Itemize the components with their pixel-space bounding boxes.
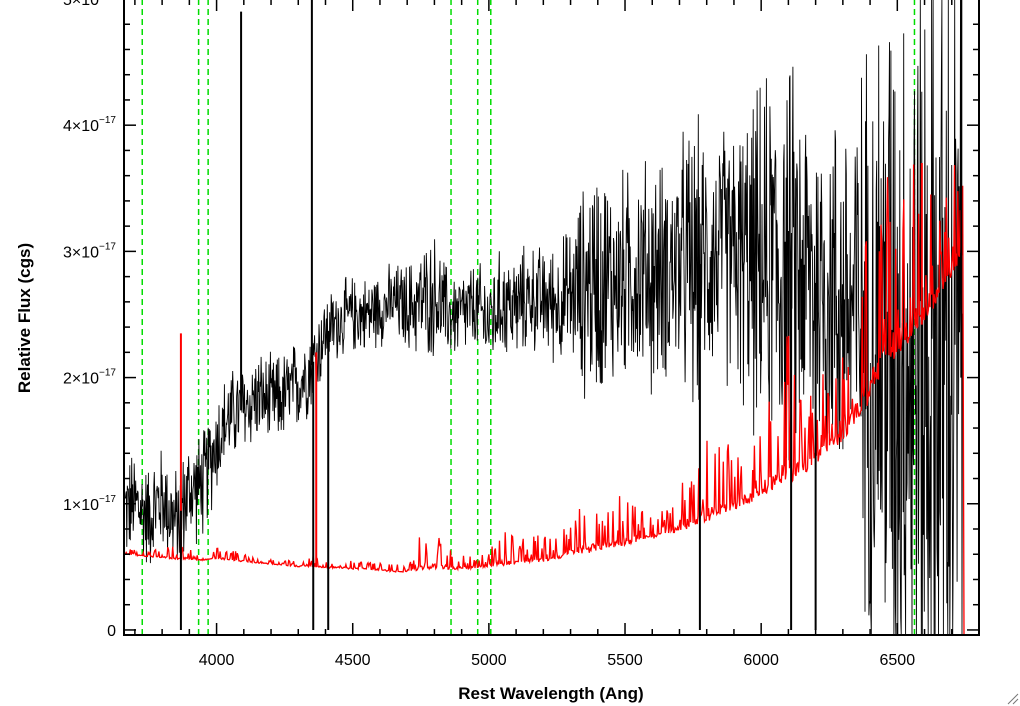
x-tick-labels: 4000 4500 5000 5500 6000 6500 (199, 652, 915, 669)
x-tick-label: 5500 (607, 652, 643, 669)
y-tick-label: 5×10−17 (63, 0, 116, 9)
x-tick-label: 4500 (335, 652, 371, 669)
series-layer (124, 0, 965, 635)
reference-lines (141, 0, 916, 635)
x-axis-title: Rest Wavelength (Ang) (458, 684, 643, 703)
series-line-black (124, 0, 963, 635)
x-tick-label: 6500 (880, 652, 916, 669)
y-tick-label: 1×10−17 (63, 494, 116, 514)
x-tick-label: 4000 (199, 652, 235, 669)
x-tick-label: 5000 (471, 652, 507, 669)
y-tick-labels: 0 1×10−17 2×10−17 3×10−17 4×10−17 5×10−17 (63, 0, 116, 640)
y-tick-label: 3×10−17 (63, 241, 116, 261)
y-axis-title: Relative Flux (cgs) (15, 243, 34, 393)
y-tick-label: 0 (107, 623, 116, 640)
resize-grip-icon[interactable] (1007, 693, 1019, 705)
y-tick-label: 2×10−17 (63, 368, 116, 388)
axis-ticks (124, 0, 980, 635)
y-tick-label: 4×10−17 (63, 115, 116, 135)
plot-frame (123, 0, 980, 636)
series-line-red (124, 164, 965, 635)
x-tick-label: 6000 (743, 652, 779, 669)
